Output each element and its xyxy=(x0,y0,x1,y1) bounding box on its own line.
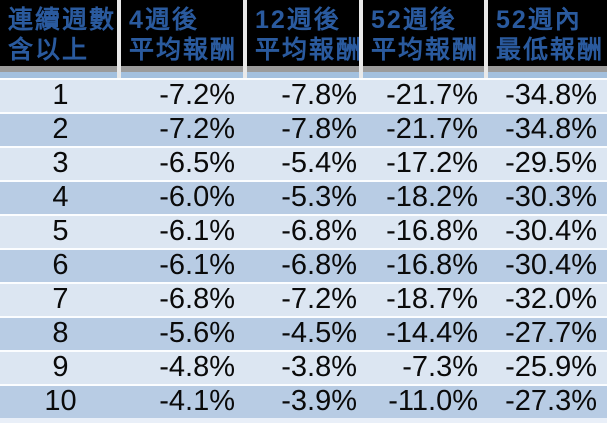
week-count-cell: 7 xyxy=(52,283,69,315)
header-line: 12週後 xyxy=(255,6,341,34)
table-row: 7 -6.8% -7.2% -18.7% -32.0% xyxy=(0,282,607,316)
week-count-cell: 4 xyxy=(52,181,69,213)
avg-return-12w-cell: -7.8% xyxy=(281,113,357,145)
header-line: 52週後 xyxy=(371,6,457,34)
header-min-return-52w: 52週內 最低報酬 xyxy=(488,0,607,78)
avg-return-52w-cell: -17.2% xyxy=(386,147,478,179)
avg-return-12w-cell: -7.2% xyxy=(281,283,357,315)
avg-return-4w-cell: -6.5% xyxy=(159,147,235,179)
header-line: 最低報酬 xyxy=(496,36,605,64)
avg-return-4w-cell: -4.1% xyxy=(159,385,235,417)
week-count-cell: 10 xyxy=(44,385,77,417)
week-count-cell: 6 xyxy=(52,249,69,281)
avg-return-4w-cell: -4.8% xyxy=(159,351,235,383)
header-avg-return-12w: 12週後 平均報酬 xyxy=(247,0,363,78)
min-return-52w-cell: -30.4% xyxy=(505,215,597,247)
header-line: 含以上 xyxy=(8,36,90,64)
week-count-cell: 3 xyxy=(52,147,69,179)
min-return-52w-cell: -27.7% xyxy=(505,317,597,349)
table-row: 3 -6.5% -5.4% -17.2% -29.5% xyxy=(0,146,607,180)
min-return-52w-cell: -30.4% xyxy=(505,249,597,281)
avg-return-52w-cell: -7.3% xyxy=(402,351,478,383)
avg-return-4w-cell: -6.1% xyxy=(159,215,235,247)
table-row: 10 -4.1% -3.9% -11.0% -27.3% xyxy=(0,384,607,418)
header-avg-return-52w: 52週後 平均報酬 xyxy=(363,0,488,78)
avg-return-52w-cell: -18.2% xyxy=(386,181,478,213)
avg-return-52w-cell: -14.4% xyxy=(386,317,478,349)
table-row: 4 -6.0% -5.3% -18.2% -30.3% xyxy=(0,180,607,214)
avg-return-52w-cell: -11.0% xyxy=(388,385,478,417)
avg-return-12w-cell: -3.8% xyxy=(281,351,357,383)
table-header: 連續週數 含以上 4週後 平均報酬 12週後 平均報酬 52週後 平均報酬 52… xyxy=(0,0,607,78)
avg-return-12w-cell: -7.8% xyxy=(281,79,357,111)
min-return-52w-cell: -34.8% xyxy=(505,113,597,145)
min-return-52w-cell: -27.3% xyxy=(505,385,597,417)
avg-return-4w-cell: -5.6% xyxy=(159,317,235,349)
avg-return-4w-cell: -6.8% xyxy=(159,283,235,315)
week-count-cell: 5 xyxy=(52,215,69,247)
avg-return-52w-cell: -21.7% xyxy=(386,113,478,145)
table-row: 8 -5.6% -4.5% -14.4% -27.7% xyxy=(0,316,607,350)
min-return-52w-cell: -30.3% xyxy=(505,181,597,213)
avg-return-12w-cell: -5.3% xyxy=(281,181,357,213)
avg-return-52w-cell: -18.7% xyxy=(386,283,478,315)
table-row: 2 -7.2% -7.8% -21.7% -34.8% xyxy=(0,112,607,146)
table-row: 6 -6.1% -6.8% -16.8% -30.4% xyxy=(0,248,607,282)
avg-return-4w-cell: -6.0% xyxy=(159,181,235,213)
avg-return-12w-cell: -6.8% xyxy=(281,215,357,247)
avg-return-52w-cell: -16.8% xyxy=(386,215,478,247)
table-row: 5 -6.1% -6.8% -16.8% -30.4% xyxy=(0,214,607,248)
header-line: 平均報酬 xyxy=(371,36,480,64)
min-return-52w-cell: -25.9% xyxy=(505,351,597,383)
table-row: 1 -7.2% -7.8% -21.7% -34.8% xyxy=(0,78,607,112)
week-count-cell: 9 xyxy=(52,351,69,383)
header-line: 平均報酬 xyxy=(129,36,238,64)
header-avg-return-4w: 4週後 平均報酬 xyxy=(121,0,247,78)
table-bottom-border xyxy=(0,418,607,423)
header-line: 連續週數 xyxy=(8,6,117,34)
header-consecutive-weeks: 連續週數 含以上 xyxy=(0,0,121,78)
week-count-cell: 1 xyxy=(52,79,69,111)
avg-return-52w-cell: -16.8% xyxy=(386,249,478,281)
avg-return-4w-cell: -7.2% xyxy=(159,79,235,111)
header-line: 52週內 xyxy=(496,6,582,34)
min-return-52w-cell: -34.8% xyxy=(505,79,597,111)
week-count-cell: 2 xyxy=(52,113,69,145)
min-return-52w-cell: -32.0% xyxy=(505,283,597,315)
avg-return-4w-cell: -7.2% xyxy=(159,113,235,145)
avg-return-4w-cell: -6.1% xyxy=(159,249,235,281)
min-return-52w-cell: -29.5% xyxy=(505,147,597,179)
avg-return-12w-cell: -6.8% xyxy=(281,249,357,281)
table-row: 9 -4.8% -3.8% -7.3% -25.9% xyxy=(0,350,607,384)
week-count-cell: 8 xyxy=(52,317,69,349)
header-line: 平均報酬 xyxy=(255,36,363,64)
avg-return-52w-cell: -21.7% xyxy=(386,79,478,111)
table-body: 1 -7.2% -7.8% -21.7% -34.8% 2 -7.2% -7.8… xyxy=(0,78,607,418)
header-line: 4週後 xyxy=(129,6,199,34)
avg-return-12w-cell: -4.5% xyxy=(281,317,357,349)
avg-return-12w-cell: -3.9% xyxy=(281,385,357,417)
avg-return-12w-cell: -5.4% xyxy=(281,147,357,179)
